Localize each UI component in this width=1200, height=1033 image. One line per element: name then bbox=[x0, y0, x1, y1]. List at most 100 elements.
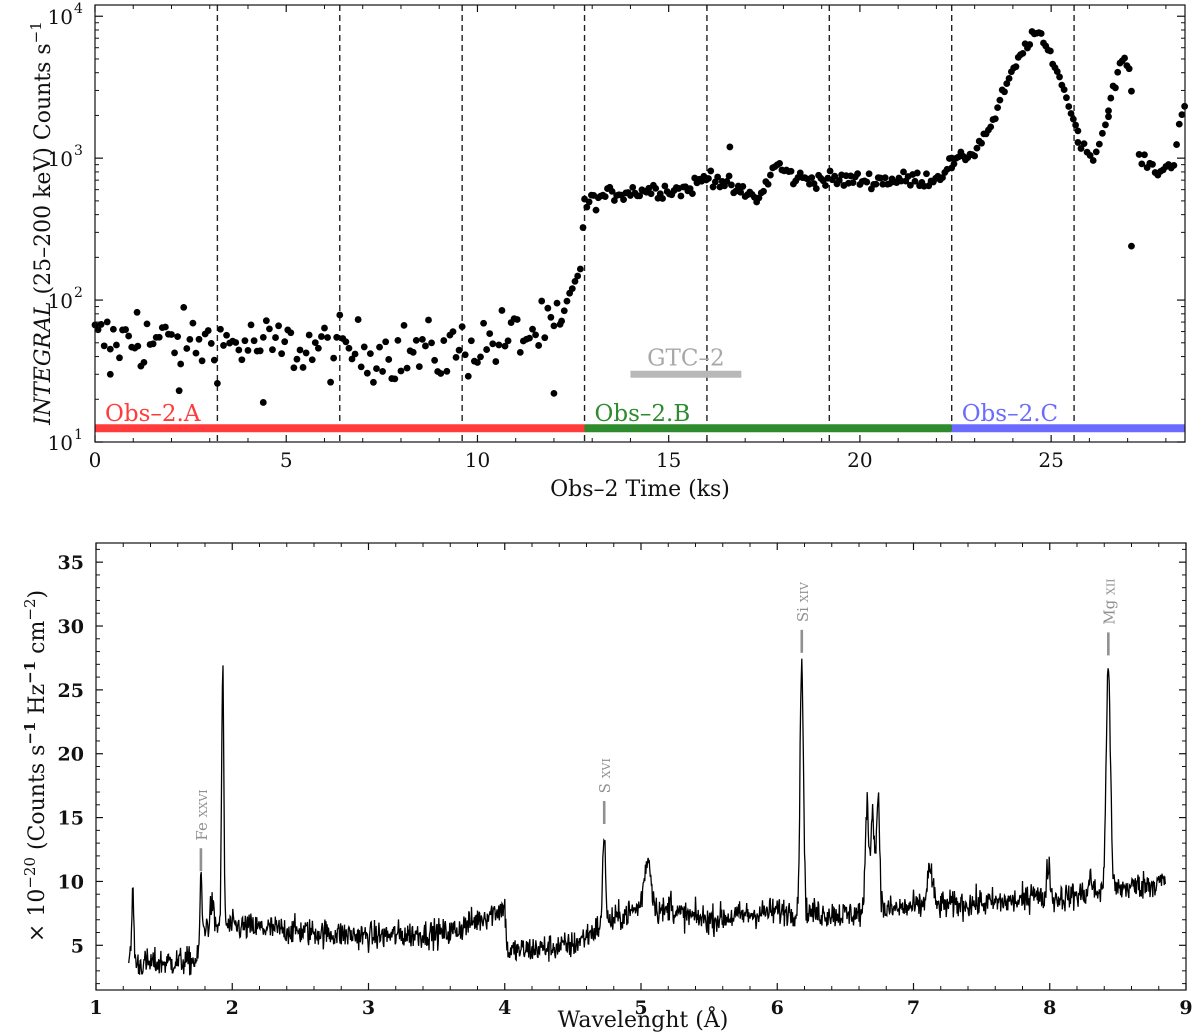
data-point bbox=[1141, 151, 1148, 159]
data-point bbox=[486, 330, 494, 337]
top-y-axis-label: INTEGRAL (25–200 keV) Counts s−1 bbox=[27, 21, 56, 426]
data-point bbox=[583, 203, 591, 211]
data-point bbox=[428, 339, 435, 347]
data-point bbox=[585, 198, 593, 206]
data-point bbox=[1005, 75, 1013, 82]
bottom-y-label-a: (Counts s bbox=[25, 745, 50, 857]
data-point bbox=[321, 324, 328, 332]
top-x-axis-label: Obs–2 Time (ks) bbox=[550, 477, 730, 502]
data-point bbox=[739, 183, 747, 190]
data-point bbox=[336, 311, 344, 319]
data-point bbox=[477, 353, 484, 361]
data-point bbox=[558, 317, 565, 325]
data-point bbox=[849, 179, 857, 187]
top-axes-frame bbox=[94, 4, 1186, 443]
data-point bbox=[155, 333, 163, 341]
top-x-tick-label: 10 bbox=[465, 448, 490, 472]
data-point bbox=[342, 338, 350, 346]
data-point bbox=[939, 174, 946, 181]
data-point bbox=[688, 190, 696, 198]
top-x-tick-label: 25 bbox=[1038, 448, 1063, 472]
data-point bbox=[143, 320, 151, 328]
top-y-tick-label: 10 bbox=[48, 5, 73, 29]
data-point bbox=[492, 358, 500, 365]
data-point bbox=[764, 180, 772, 188]
data-point bbox=[373, 365, 380, 372]
data-point bbox=[109, 325, 117, 333]
spectrum-line bbox=[128, 658, 1166, 976]
data-point bbox=[266, 325, 273, 333]
data-point bbox=[996, 96, 1004, 104]
obs-span-label: Obs–2.C bbox=[962, 401, 1058, 427]
data-point bbox=[1114, 68, 1122, 76]
data-point bbox=[259, 399, 267, 406]
bottom-axis-ticks: 1 2 3 4 5 6 7 8 9 5 10 15 20 25 30 35 bbox=[58, 543, 1193, 1019]
data-point bbox=[269, 346, 276, 354]
data-point bbox=[1092, 148, 1100, 156]
bottom-x-tick-label: 9 bbox=[1179, 997, 1192, 1019]
data-point bbox=[714, 173, 722, 181]
data-point bbox=[978, 139, 985, 147]
data-point bbox=[161, 323, 169, 331]
data-point bbox=[431, 356, 439, 364]
data-point bbox=[854, 170, 862, 178]
top-plot-area: Obs–2.A Obs–2.B Obs–2.C GTC–2 bbox=[91, 5, 1189, 442]
bottom-y-label-a-sup: −1 bbox=[21, 722, 39, 745]
data-point bbox=[437, 370, 445, 377]
data-point bbox=[723, 177, 731, 185]
bottom-y-tick-label: 20 bbox=[58, 744, 84, 766]
data-point bbox=[504, 337, 512, 345]
bottom-x-axis-label: Wavelenght (Å) bbox=[558, 1005, 729, 1033]
data-point bbox=[400, 322, 408, 329]
data-point bbox=[149, 340, 157, 348]
top-y-axis-label-italic: INTEGRAL bbox=[31, 302, 56, 426]
data-point bbox=[192, 349, 200, 357]
data-point bbox=[97, 321, 105, 328]
data-point bbox=[458, 323, 466, 331]
bottom-x-tick-label: 3 bbox=[362, 997, 375, 1019]
bottom-y-label-c-sup: −2 bbox=[21, 598, 39, 620]
data-point bbox=[1019, 49, 1027, 57]
data-point bbox=[1074, 139, 1082, 146]
data-point bbox=[647, 190, 655, 198]
data-point bbox=[1080, 140, 1088, 148]
data-point bbox=[526, 334, 533, 342]
data-point bbox=[220, 342, 227, 349]
data-point bbox=[987, 123, 995, 131]
data-point bbox=[100, 342, 108, 350]
data-point bbox=[403, 364, 411, 372]
data-point bbox=[568, 285, 576, 293]
data-point bbox=[728, 181, 735, 189]
data-point bbox=[489, 340, 497, 348]
data-point bbox=[116, 354, 123, 362]
data-point bbox=[513, 316, 521, 323]
data-point bbox=[397, 367, 405, 375]
data-point bbox=[1138, 160, 1146, 168]
data-point bbox=[636, 192, 644, 200]
data-point bbox=[529, 325, 536, 333]
bottom-y-tick-label: 10 bbox=[58, 871, 84, 893]
data-point bbox=[550, 322, 558, 330]
bottom-y-label-prefix: × 10 bbox=[25, 889, 50, 942]
data-point bbox=[900, 168, 907, 176]
data-point bbox=[1178, 111, 1186, 119]
data-point bbox=[709, 183, 717, 191]
data-point bbox=[576, 265, 584, 273]
data-point bbox=[1060, 86, 1068, 94]
data-point bbox=[1001, 88, 1008, 96]
data-point bbox=[287, 329, 295, 337]
data-point bbox=[906, 181, 914, 189]
data-point bbox=[1063, 94, 1070, 102]
bottom-y-tick-label: 25 bbox=[58, 680, 84, 702]
data-point bbox=[1128, 242, 1135, 250]
data-point bbox=[409, 348, 417, 356]
data-point bbox=[210, 356, 218, 364]
data-point bbox=[217, 325, 224, 333]
data-point bbox=[787, 167, 795, 175]
data-point bbox=[1012, 63, 1020, 71]
data-point bbox=[198, 357, 206, 365]
data-point bbox=[661, 182, 669, 190]
data-point bbox=[452, 354, 460, 361]
data-point bbox=[608, 187, 616, 195]
